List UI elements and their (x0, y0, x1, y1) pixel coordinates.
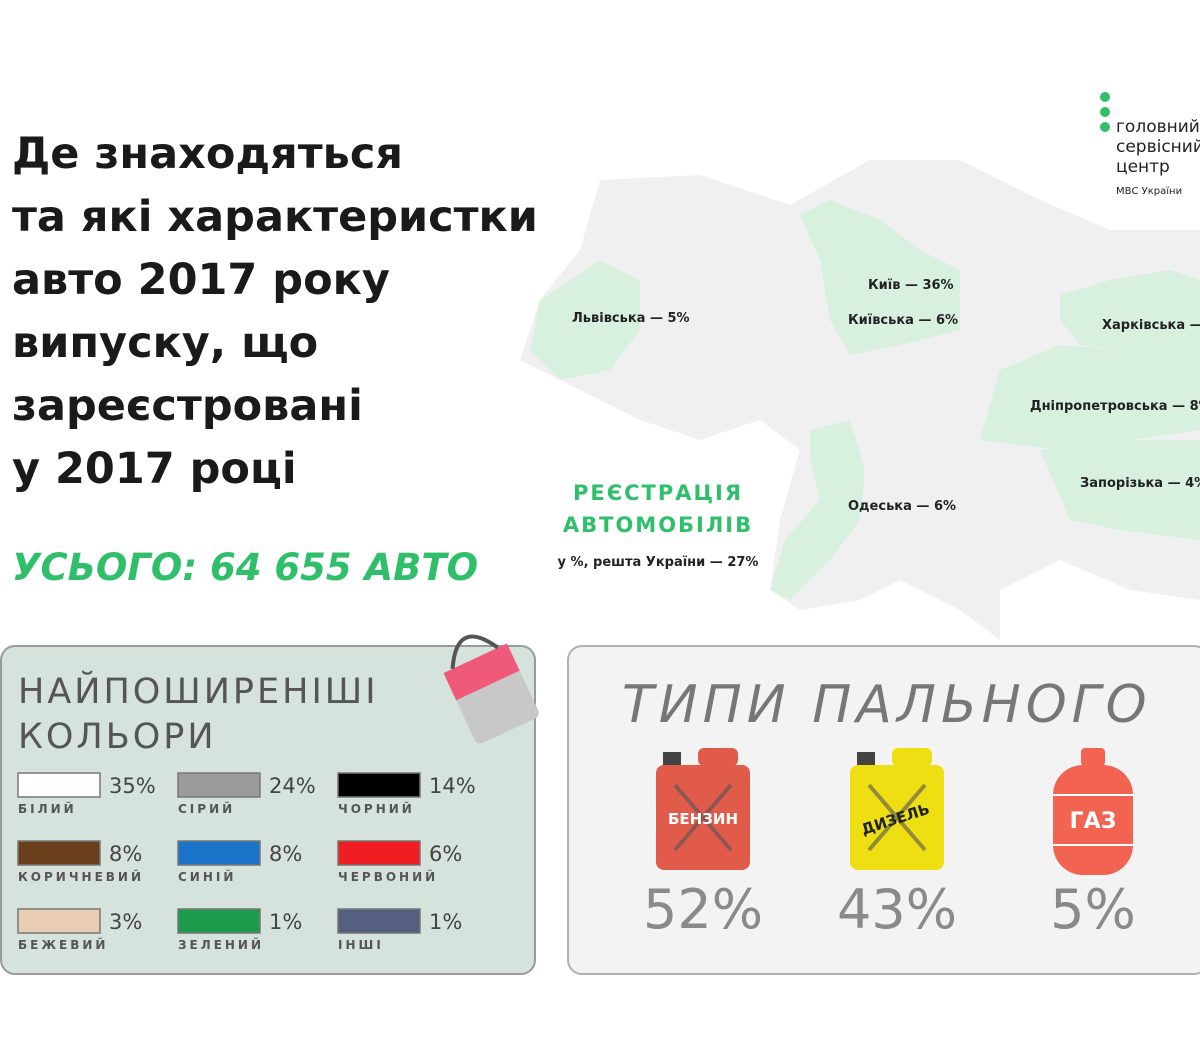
region-odesa (770, 420, 865, 600)
fuel-percent: 5% (1050, 878, 1136, 941)
title-line: авто 2017 року (12, 255, 390, 305)
title-line: випуску, що (12, 318, 318, 368)
logo-dot (1100, 122, 1110, 132)
color-percent: 24% (269, 774, 316, 798)
logo-line: головний (1116, 117, 1200, 137)
fuel-percent: 52% (643, 878, 763, 941)
title-line: у 2017 році (12, 444, 297, 494)
map-note: у %, решта України — 27% (558, 555, 759, 570)
bucket-handle (450, 634, 500, 669)
region-label: Харківська — (1102, 318, 1200, 333)
logo-dots (1100, 92, 1110, 132)
logo-dot (1100, 92, 1110, 102)
color-swatch (177, 908, 261, 934)
color-swatch (17, 908, 101, 934)
color-swatch (17, 840, 101, 866)
color-name: КОРИЧНЕВИЙ (18, 869, 144, 884)
map (520, 160, 1200, 640)
gas-valve (1081, 748, 1105, 766)
canister-handle (698, 748, 738, 766)
logo-sub: МВС України (1116, 186, 1182, 197)
color-name: СИНІЙ (178, 869, 236, 884)
region-label: Львівська — 5% (572, 311, 690, 326)
color-percent: 1% (429, 910, 462, 934)
color-percent: 14% (429, 774, 476, 798)
map-heading: АВТОМОБІЛІВ (563, 513, 753, 537)
colors-panel (0, 645, 536, 975)
fuel-icon: ДИЗЕЛЬ (850, 748, 944, 870)
color-name: ЧЕРВОНИЙ (338, 869, 438, 884)
region-zaporizhzhia (1040, 440, 1200, 540)
color-name: БЕЖЕВИЙ (18, 937, 108, 952)
color-name: ЧОРНИЙ (338, 801, 415, 816)
color-percent: 6% (429, 842, 462, 866)
region-kharkiv (1060, 270, 1200, 360)
region-label: Одеська — 6% (848, 499, 956, 514)
fuel-title: ТИПИ ПАЛЬНОГО (622, 675, 1152, 735)
region-label: Дніпропетровська — 8% (1030, 399, 1200, 414)
canister-x (673, 783, 733, 852)
colors-title: НАЙПОШИРЕНІШІ (18, 670, 379, 712)
region-dnipro (980, 345, 1200, 450)
color-percent: 1% (269, 910, 302, 934)
color-percent: 3% (109, 910, 142, 934)
color-percent: 8% (109, 842, 142, 866)
fuel-icon: ГАЗ (1053, 748, 1133, 875)
canister-cap (857, 752, 875, 768)
region-label: Київська — 6% (848, 313, 958, 328)
colors-title: КОЛЬОРИ (18, 717, 217, 757)
color-percent: 8% (269, 842, 302, 866)
color-name: ІНШІ (338, 938, 384, 952)
logo-dot (1100, 107, 1110, 117)
title-line: Де знаходяться (12, 129, 403, 179)
color-swatch (177, 840, 261, 866)
color-swatch (17, 772, 101, 798)
color-name: БІЛИЙ (18, 801, 77, 816)
fuel-percent: 43% (837, 878, 957, 941)
region-label: Запорізька — 4% (1080, 476, 1200, 491)
fuel-label: БЕНЗИН (668, 810, 738, 828)
gas-body (1053, 765, 1133, 875)
country-shape (520, 160, 1200, 640)
canister-handle (892, 748, 932, 766)
fuel-icon: БЕНЗИН (656, 748, 750, 870)
canister-cap (663, 752, 681, 768)
region-label: Київ — 36% (868, 278, 954, 293)
fuel-label: ГАЗ (1070, 809, 1117, 834)
color-swatch (337, 772, 421, 798)
color-name: ЗЕЛЕНИЙ (178, 937, 264, 952)
color-swatch (337, 840, 421, 866)
region-lviv (530, 260, 640, 380)
logo-line: центр (1116, 157, 1170, 177)
color-percent: 35% (109, 774, 156, 798)
total: УСЬОГО: 64 655 АВТО (12, 546, 478, 589)
title-line: зареєстровані (12, 381, 363, 431)
color-name: СІРИЙ (178, 801, 235, 816)
title-line: та які характеристки (12, 192, 538, 242)
logo-line: сервісний (1116, 137, 1200, 157)
canister-x (867, 783, 927, 852)
color-swatch (177, 772, 261, 798)
region-kyiv (800, 200, 960, 355)
paint-bucket-icon (443, 634, 539, 744)
map-heading: РЕЄСТРАЦІЯ (573, 481, 743, 505)
bucket-paint (443, 643, 520, 701)
color-swatch (337, 908, 421, 934)
